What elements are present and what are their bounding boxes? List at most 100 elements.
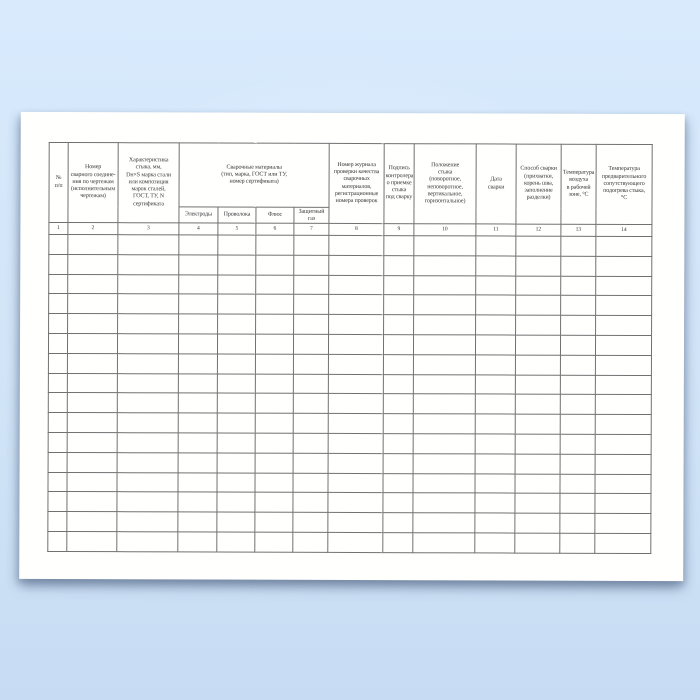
- empty-cell: [217, 334, 256, 354]
- empty-cell: [328, 314, 384, 335]
- empty-cell: [117, 274, 179, 295]
- empty-cell: [48, 392, 68, 413]
- column-header-welding-date: Дата сварки: [475, 143, 517, 225]
- empty-cell: [292, 512, 328, 533]
- empty-cell: [177, 492, 217, 513]
- empty-cell: [255, 254, 294, 275]
- column-header-joint-position: Положение стыка (поворотное, неповоротно…: [413, 143, 477, 224]
- empty-cell: [475, 473, 516, 494]
- empty-cell: [177, 531, 217, 552]
- column-number: 9: [383, 223, 414, 236]
- empty-cell: [413, 433, 476, 454]
- column-header-air-temperature: Температура воздуха в рабочей зоне, °С: [560, 144, 597, 225]
- empty-cell: [254, 512, 293, 533]
- empty-cell: [217, 314, 256, 335]
- empty-cell: [595, 473, 652, 494]
- empty-cell: [475, 374, 516, 395]
- empty-cell: [67, 412, 118, 433]
- empty-cell: [217, 294, 256, 315]
- empty-cell: [254, 472, 294, 493]
- column-number: 10: [413, 223, 476, 236]
- empty-cell: [475, 275, 516, 296]
- header-row-main: № п/п Номер сварного соедине- ния по чер…: [48, 142, 653, 225]
- empty-cell: [560, 374, 596, 395]
- empty-cell: [67, 353, 118, 374]
- empty-cell: [117, 432, 179, 453]
- empty-cell: [595, 394, 652, 415]
- column-number: 14: [595, 224, 652, 237]
- empty-cell: [217, 254, 256, 275]
- empty-cell: [595, 295, 652, 316]
- empty-cell: [514, 533, 560, 553]
- empty-cell: [383, 453, 414, 474]
- empty-cell: [67, 293, 118, 314]
- empty-cell: [117, 254, 179, 275]
- empty-cell: [217, 393, 256, 414]
- empty-cell: [328, 433, 384, 454]
- empty-cell: [514, 493, 561, 514]
- empty-cell: [413, 394, 476, 415]
- empty-cell: [178, 234, 218, 255]
- empty-cell: [595, 256, 652, 277]
- empty-cell: [594, 493, 652, 514]
- table-row: [48, 412, 652, 435]
- column-number: 1: [48, 222, 68, 235]
- empty-cell: [595, 275, 652, 296]
- empty-cell: [383, 433, 414, 454]
- column-number: 7: [293, 223, 329, 236]
- empty-cell: [293, 314, 329, 335]
- empty-cell: [383, 374, 414, 395]
- empty-cell: [515, 255, 561, 276]
- empty-cell: [475, 315, 516, 336]
- empty-cell: [67, 274, 118, 295]
- column-number: 11: [475, 223, 516, 237]
- empty-cell: [515, 295, 561, 316]
- empty-cell: [117, 373, 179, 394]
- empty-cell: [177, 512, 217, 532]
- empty-cell: [178, 373, 218, 394]
- empty-cell: [66, 511, 117, 532]
- empty-cell: [595, 374, 652, 395]
- empty-cell: [116, 531, 178, 552]
- empty-cell: [328, 235, 384, 256]
- empty-cell: [47, 472, 68, 492]
- table-row: [48, 333, 652, 356]
- table-header: № п/п Номер сварного соедине- ния по чер…: [48, 142, 653, 237]
- empty-cell: [178, 393, 218, 414]
- empty-cell: [67, 333, 118, 354]
- empty-cell: [216, 512, 255, 533]
- empty-cell: [595, 315, 652, 336]
- empty-cell: [412, 493, 476, 514]
- empty-cell: [255, 274, 294, 295]
- empty-cell: [47, 531, 67, 552]
- empty-cell: [328, 334, 384, 355]
- empty-cell: [560, 236, 596, 257]
- table-row: [48, 373, 652, 395]
- empty-cell: [413, 354, 476, 375]
- empty-cell: [383, 413, 414, 434]
- empty-cell: [48, 353, 68, 374]
- empty-cell: [328, 472, 384, 493]
- empty-cell: [67, 254, 118, 275]
- empty-cell: [560, 275, 596, 296]
- empty-cell: [413, 334, 476, 355]
- empty-cell: [66, 472, 118, 493]
- empty-cell: [515, 315, 561, 336]
- empty-cell: [117, 313, 179, 334]
- empty-cell: [475, 394, 516, 415]
- empty-cell: [117, 353, 179, 374]
- empty-cell: [178, 413, 218, 433]
- empty-cell: [293, 413, 329, 434]
- empty-cell: [560, 335, 596, 356]
- empty-cell: [595, 434, 652, 455]
- empty-cell: [116, 511, 178, 532]
- empty-cell: [413, 235, 476, 256]
- empty-cell: [293, 274, 329, 295]
- empty-cell: [255, 334, 294, 355]
- empty-cell: [475, 255, 516, 276]
- empty-cell: [216, 492, 255, 513]
- column-header-wire: Проволока: [217, 207, 256, 224]
- empty-cell: [328, 453, 384, 474]
- empty-cell: [413, 374, 476, 395]
- empty-cell: [560, 355, 596, 375]
